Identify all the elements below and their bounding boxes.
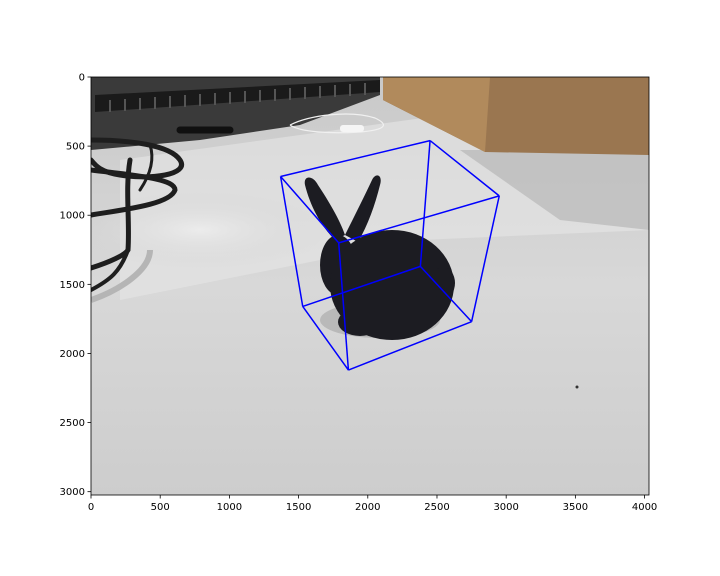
bbox-edge-9	[419, 140, 431, 267]
bbox-edge-2	[338, 195, 500, 244]
photo-image	[91, 77, 649, 495]
bbox-edge-10	[470, 195, 500, 322]
bunny-figure	[304, 175, 455, 340]
x-tick-label: 0	[88, 502, 94, 513]
y-tick-label: 500	[66, 142, 85, 153]
bbox-edge-7	[302, 306, 350, 371]
y-tick-label: 1500	[60, 280, 85, 291]
x-tick-label: 4000	[632, 502, 657, 513]
y-tick-label: 1000	[60, 211, 85, 222]
x-tick-label: 500	[151, 502, 170, 513]
x-tick-label: 3500	[563, 502, 588, 513]
x-tick-label: 2000	[355, 502, 380, 513]
bbox-edge-3	[280, 176, 340, 244]
bbox-edge-0	[280, 139, 431, 178]
bbox-edge-5	[419, 265, 473, 323]
y-tick-label: 2000	[60, 349, 85, 360]
x-tick-label: 2500	[424, 502, 449, 513]
bbox-edge-1	[429, 139, 500, 197]
bbox-edge-4	[302, 265, 421, 308]
y-axis: 0 500 1000 1500 2000 2500 3000	[60, 73, 91, 498]
x-tick-label: 1000	[217, 502, 242, 513]
x-tick-label: 1500	[286, 502, 311, 513]
x-tick-label: 3000	[493, 502, 518, 513]
y-tick-label: 0	[79, 73, 85, 84]
bbox-edge-8	[279, 176, 304, 307]
bbox-edge-6	[348, 320, 472, 371]
x-axis: 0 500 1000 1500 2000 2500 3000 3500 4000	[88, 495, 657, 513]
y-tick-label: 3000	[60, 487, 85, 498]
bounding-box	[279, 139, 500, 371]
bbox-edge-11	[337, 242, 350, 371]
axes-frame	[90, 76, 650, 496]
y-tick-label: 2500	[60, 418, 85, 429]
